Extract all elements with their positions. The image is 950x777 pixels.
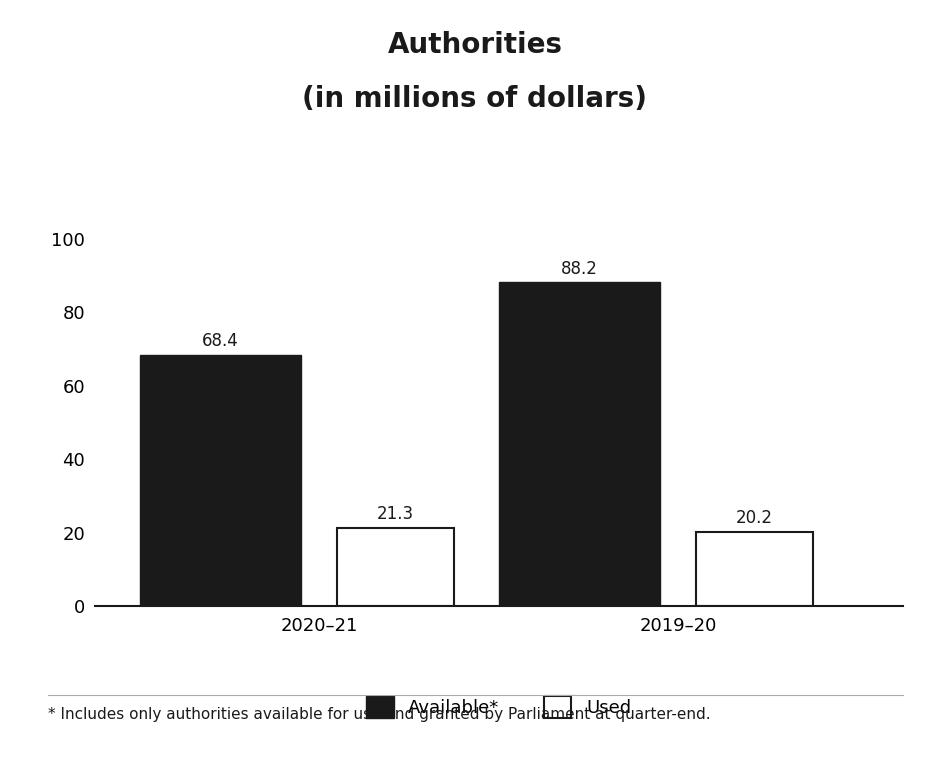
Bar [337, 528, 454, 606]
Text: 21.3: 21.3 [377, 505, 414, 524]
Text: 88.2: 88.2 [561, 260, 598, 277]
Text: 20.2: 20.2 [736, 510, 773, 528]
Text: Authorities: Authorities [388, 31, 562, 59]
Text: 68.4: 68.4 [202, 333, 239, 350]
Text: (in millions of dollars): (in millions of dollars) [302, 85, 648, 113]
Bar [140, 355, 301, 606]
Text: * Includes only authorities available for use and granted by Parliament at quart: * Includes only authorities available fo… [48, 707, 710, 722]
Bar [499, 282, 660, 606]
Bar [696, 532, 813, 606]
Legend: Available*, Used: Available*, Used [367, 696, 631, 718]
